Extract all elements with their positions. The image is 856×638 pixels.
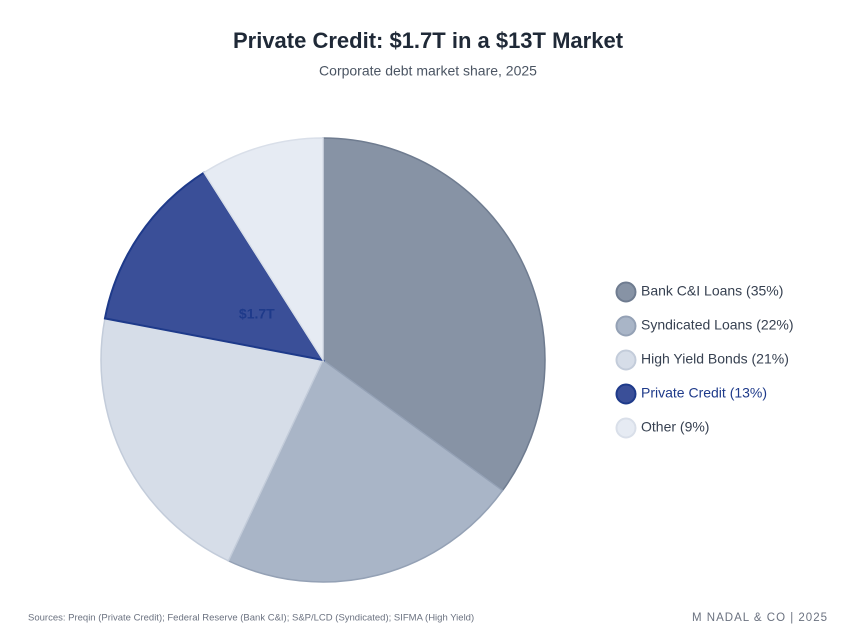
legend-swatch	[615, 281, 637, 303]
legend-label: Syndicated Loans (22%)	[641, 317, 794, 333]
legend-label: Private Credit (13%)	[641, 385, 767, 401]
pie-slice	[100, 317, 325, 562]
legend-swatch	[615, 417, 637, 439]
legend-swatch	[615, 383, 637, 405]
credit: M NADAL & CO | 2025	[692, 612, 828, 624]
pie-slice	[103, 171, 326, 362]
source-note: Sources: Preqin (Private Credit); Federa…	[28, 613, 474, 624]
legend-swatch	[615, 315, 637, 337]
pie-slice	[203, 137, 324, 363]
legend-swatch	[615, 349, 637, 371]
chart-title: Private Credit: $1.7T in a $13T Market	[233, 28, 624, 53]
legend-label: Bank C&I Loans (35%)	[641, 283, 783, 299]
chart-subtitle: Corporate debt market share, 2025	[319, 63, 537, 79]
slice-label: $1.7T	[239, 306, 275, 322]
legend-label: Other (9%)	[641, 419, 709, 435]
pie-slice	[322, 137, 546, 492]
legend-label: High Yield Bonds (21%)	[641, 351, 789, 367]
